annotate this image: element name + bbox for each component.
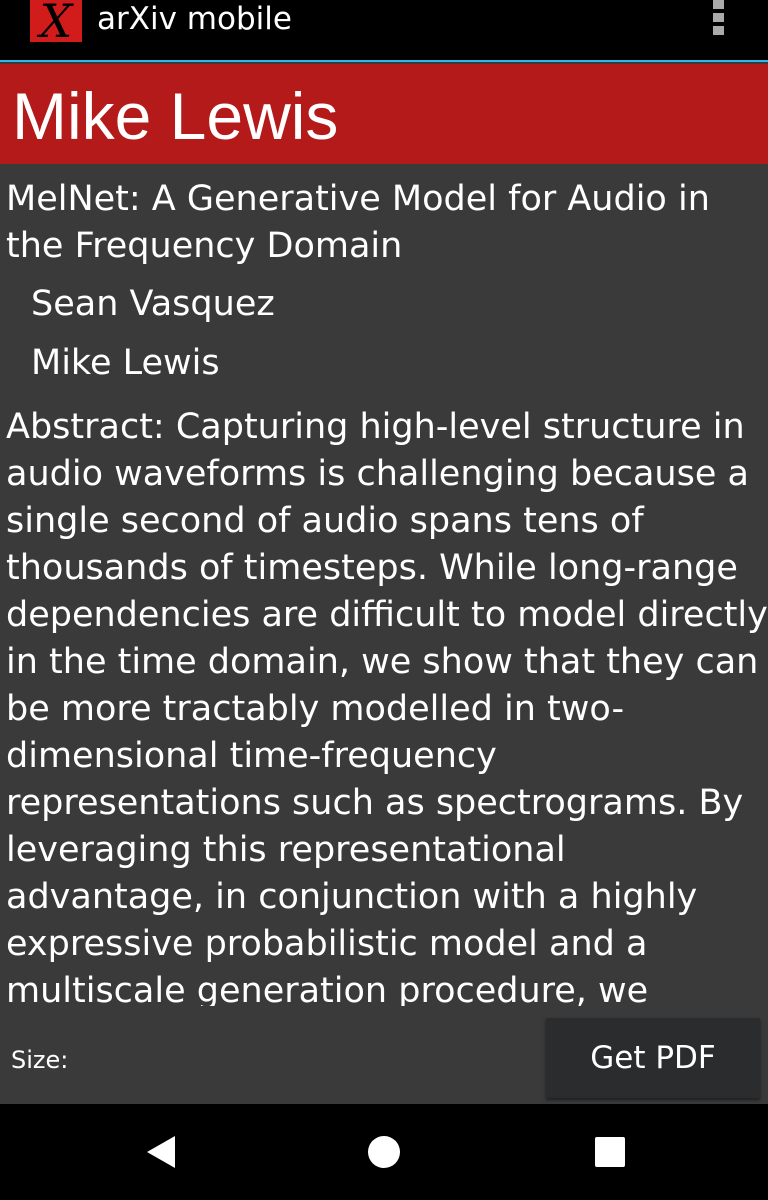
arxiv-logo-icon: X [30, 0, 82, 42]
get-pdf-button[interactable]: Get PDF [546, 1018, 760, 1098]
paper-detail[interactable]: MelNet: A Generative Model for Audio in … [0, 164, 768, 1006]
back-icon[interactable] [143, 1134, 179, 1170]
app-title: arXiv mobile [97, 1, 292, 37]
paper-title: MelNet: A Generative Model for Audio in … [6, 179, 710, 266]
arxiv-logo-glyph: X [39, 0, 73, 42]
author-link[interactable]: Sean Vasquez [31, 284, 275, 324]
author-link[interactable]: Mike Lewis [31, 343, 220, 383]
bottom-bar: Size: Get PDF [0, 1006, 768, 1104]
size-label: Size: [11, 1046, 69, 1074]
recents-icon[interactable] [592, 1134, 628, 1170]
author-header: Mike Lewis [0, 64, 768, 164]
system-nav-bar [0, 1104, 768, 1200]
paper-abstract: Abstract: Capturing high-level structure… [6, 407, 768, 1006]
overflow-menu-icon[interactable] [712, 0, 724, 40]
home-icon[interactable] [366, 1134, 402, 1170]
app-bar: X arXiv mobile [0, 0, 768, 62]
author-name-title: Mike Lewis [12, 79, 339, 153]
